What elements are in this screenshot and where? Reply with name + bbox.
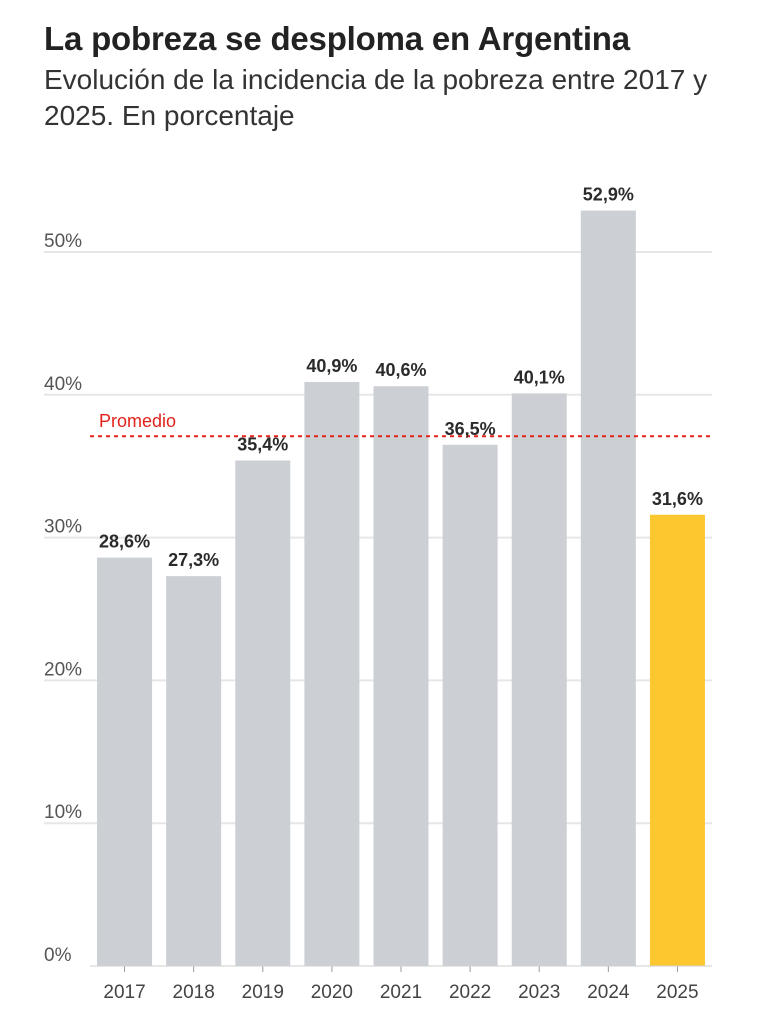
data-label: 36,5%: [445, 419, 496, 439]
bar-2022: [442, 444, 498, 966]
reference-line-group: Promedio: [90, 411, 712, 438]
y-tick-label: 0%: [44, 945, 72, 966]
data-label: 40,6%: [375, 360, 426, 380]
x-tick-label: 2022: [449, 982, 491, 1003]
y-tick-label: 30%: [44, 517, 82, 538]
x-tick-label: 2025: [656, 982, 698, 1003]
x-tick-label: 2019: [242, 982, 284, 1003]
y-tick-label: 20%: [44, 659, 82, 680]
x-tick-label: 2021: [380, 982, 422, 1003]
data-label: 35,4%: [237, 434, 288, 454]
chart-subtitle: Evolución de la incidencia de la pobreza…: [44, 64, 708, 131]
bar-2024: [580, 210, 636, 966]
x-tick-label: 2018: [173, 982, 215, 1003]
data-label: 52,9%: [583, 185, 634, 205]
bar-2021: [373, 386, 429, 966]
data-label: 28,6%: [99, 532, 150, 552]
x-tick-label: 2023: [518, 982, 560, 1003]
bar-2017: [97, 557, 153, 966]
data-label: 31,6%: [652, 489, 703, 509]
bars: [97, 210, 705, 966]
bar-2020: [304, 381, 360, 966]
y-tick-label: 40%: [44, 374, 82, 395]
y-tick-label: 10%: [44, 802, 82, 823]
chart-header: La pobreza se desploma en Argentina Evol…: [44, 18, 764, 134]
bar-2018: [166, 576, 222, 966]
x-tick-label: 2017: [103, 982, 145, 1003]
axes: 0% 10% 20% 30% 40% 50% 2017 2018 2019 2020 2021 202…: [44, 231, 712, 1003]
data-label: 40,1%: [514, 367, 565, 387]
bar-2019: [235, 460, 291, 966]
y-tick-label: 50%: [44, 231, 82, 252]
chart-title: La pobreza se desploma en Argentina: [44, 20, 630, 57]
reference-line-label: Promedio: [99, 411, 176, 431]
data-labels: 28,6% 27,3% 35,4% 40,9% 40,6% 36,5% 40,1% 52,9%…: [99, 185, 703, 571]
data-label: 40,9%: [306, 356, 357, 376]
bar-2023: [511, 393, 567, 966]
x-tick-label: 2024: [587, 982, 630, 1003]
bar-2025: [649, 514, 705, 966]
data-label: 27,3%: [168, 550, 219, 570]
x-tick-label: 2020: [311, 982, 353, 1003]
